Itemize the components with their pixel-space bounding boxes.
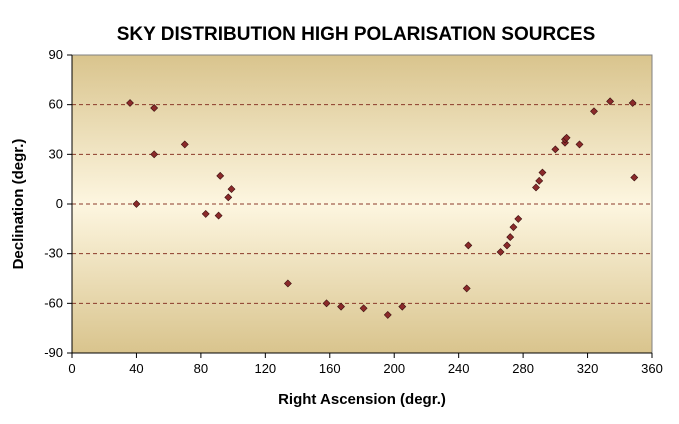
data-point bbox=[201, 210, 210, 218]
data-points bbox=[126, 97, 639, 319]
data-point bbox=[150, 104, 159, 112]
data-point bbox=[630, 173, 639, 182]
data-point bbox=[359, 304, 368, 313]
data-point bbox=[283, 279, 292, 288]
data-point bbox=[538, 168, 547, 177]
y-tick-label: -90 bbox=[44, 345, 63, 360]
x-tick-label: 240 bbox=[448, 361, 470, 376]
data-point bbox=[322, 299, 331, 308]
data-point bbox=[150, 150, 159, 159]
x-tick-label: 0 bbox=[68, 361, 75, 376]
x-tick-label: 280 bbox=[512, 361, 534, 376]
y-axis-ticks: -90 -60 -30 0 30 60 90 bbox=[44, 47, 72, 360]
data-point bbox=[383, 310, 392, 319]
data-point bbox=[398, 302, 407, 311]
x-axis-ticks: 0 40 80 120 160 200 240 280 320 360 bbox=[68, 353, 663, 376]
data-point bbox=[224, 193, 233, 202]
data-point bbox=[132, 200, 141, 208]
x-tick-label: 200 bbox=[383, 361, 405, 376]
y-tick-label: 0 bbox=[56, 196, 63, 211]
y-tick-label: -60 bbox=[44, 295, 63, 310]
x-tick-label: 40 bbox=[129, 361, 143, 376]
x-tick-label: 120 bbox=[254, 361, 276, 376]
data-point bbox=[126, 99, 134, 107]
data-point bbox=[503, 241, 511, 250]
data-point bbox=[180, 140, 189, 149]
x-axis-title: Right Ascension (degr.) bbox=[278, 391, 446, 408]
data-point bbox=[506, 233, 515, 242]
x-tick-label: 160 bbox=[319, 361, 341, 376]
data-point bbox=[464, 241, 473, 250]
data-point bbox=[227, 185, 236, 194]
data-point bbox=[628, 99, 637, 107]
y-tick-label: -30 bbox=[44, 246, 63, 261]
data-point bbox=[496, 248, 505, 256]
data-point bbox=[462, 284, 471, 293]
y-tick-label: 90 bbox=[49, 47, 63, 62]
data-point bbox=[590, 107, 598, 116]
data-point bbox=[562, 133, 571, 142]
y-tick-label: 60 bbox=[49, 97, 63, 112]
data-point bbox=[337, 302, 345, 311]
data-point bbox=[575, 140, 584, 149]
x-tick-label: 80 bbox=[194, 361, 208, 376]
x-tick-label: 360 bbox=[641, 361, 663, 376]
data-point bbox=[551, 145, 560, 154]
gridlines bbox=[72, 104, 652, 304]
data-point bbox=[514, 214, 523, 223]
data-point bbox=[606, 97, 615, 106]
y-tick-label: 30 bbox=[49, 146, 63, 161]
data-point bbox=[214, 211, 223, 220]
y-axis-title: Declination (degr.) bbox=[10, 139, 27, 270]
data-point bbox=[532, 183, 540, 192]
chart-title: SKY DISTRIBUTION HIGH POLARISATION SOURC… bbox=[117, 24, 596, 45]
data-point bbox=[509, 223, 518, 232]
x-tick-label: 320 bbox=[577, 361, 599, 376]
data-point bbox=[535, 176, 544, 185]
data-point bbox=[216, 171, 225, 180]
